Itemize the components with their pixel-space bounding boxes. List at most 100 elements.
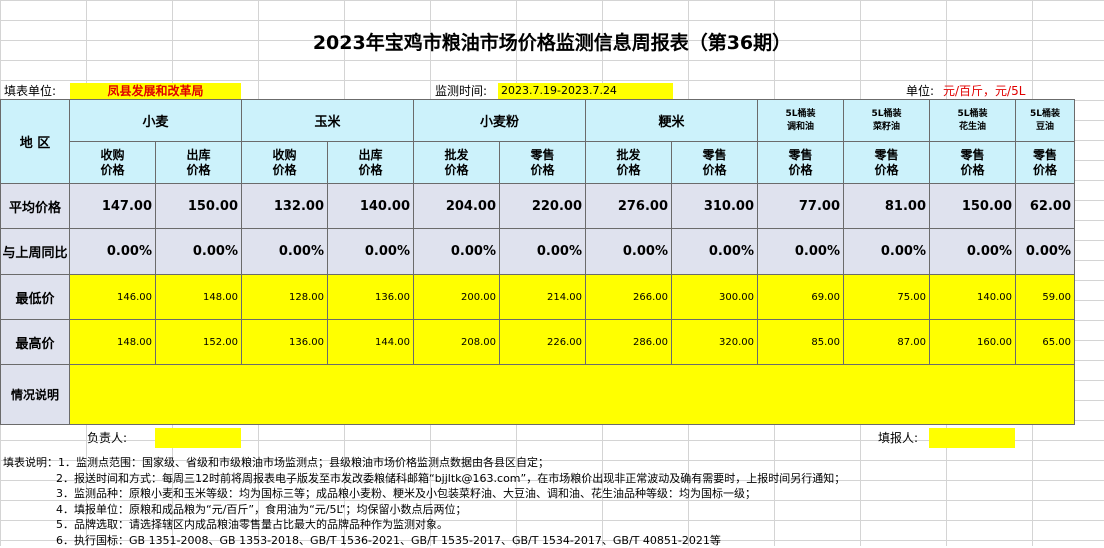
group-header-wheat: 小麦: [70, 100, 242, 142]
period-value[interactable]: 2023.7.19-2023.7.24: [498, 83, 673, 99]
wow-cell[interactable]: 0.00%: [1016, 229, 1075, 275]
unit-label: 填表单位:: [4, 83, 56, 99]
avg-cell[interactable]: 310.00: [672, 184, 758, 229]
avg-cell[interactable]: 147.00: [70, 184, 156, 229]
avg-cell[interactable]: 150.00: [930, 184, 1016, 229]
note-line: 填表说明：1．监测点范围：国家级、省级和市级粮油市场监测点；县级粮油市场价格监测…: [3, 455, 845, 471]
sub-header: 批发价格: [414, 142, 500, 184]
max-cell[interactable]: 144.00: [328, 320, 414, 365]
max-cell[interactable]: 152.00: [156, 320, 242, 365]
group-header-corn: 玉米: [242, 100, 414, 142]
max-price-row: 最高价 148.00 152.00 136.00 144.00 208.00 2…: [1, 320, 1075, 365]
max-cell[interactable]: 136.00: [242, 320, 328, 365]
avg-cell[interactable]: 140.00: [328, 184, 414, 229]
wow-cell[interactable]: 0.00%: [672, 229, 758, 275]
group-header-soybean-oil: 5L桶装豆油: [1016, 100, 1075, 142]
wow-cell[interactable]: 0.00%: [328, 229, 414, 275]
min-cell[interactable]: 146.00: [70, 275, 156, 320]
wow-cell[interactable]: 0.00%: [414, 229, 500, 275]
sub-header: 零售价格: [930, 142, 1016, 184]
note-line: 4．填报单位：原粮和成品粮为“元/百斤”，食用油为“元/5L”；均保留小数点后两…: [3, 502, 845, 518]
min-cell[interactable]: 214.00: [500, 275, 586, 320]
avg-cell[interactable]: 220.00: [500, 184, 586, 229]
row-label-max: 最高价: [1, 320, 70, 365]
max-cell[interactable]: 226.00: [500, 320, 586, 365]
info-cell[interactable]: [70, 365, 1075, 425]
avg-cell[interactable]: 204.00: [414, 184, 500, 229]
wow-cell[interactable]: 0.00%: [156, 229, 242, 275]
min-cell[interactable]: 266.00: [586, 275, 672, 320]
sub-header: 收购价格: [242, 142, 328, 184]
wow-cell[interactable]: 0.00%: [242, 229, 328, 275]
max-cell[interactable]: 160.00: [930, 320, 1016, 365]
max-cell[interactable]: 208.00: [414, 320, 500, 365]
owner-label: 负责人:: [87, 428, 127, 448]
filler-field[interactable]: [929, 428, 1015, 448]
note-line: 5．品牌选取：请选择辖区内成品粮油零售量占比最大的品牌品种作为监测对象。: [3, 517, 845, 533]
max-cell[interactable]: 286.00: [586, 320, 672, 365]
min-cell[interactable]: 148.00: [156, 275, 242, 320]
min-cell[interactable]: 128.00: [242, 275, 328, 320]
period-label: 监测时间:: [435, 83, 487, 99]
info-row: 情况说明: [1, 365, 1075, 425]
max-cell[interactable]: 320.00: [672, 320, 758, 365]
sub-header: 出库价格: [328, 142, 414, 184]
sub-header: 零售价格: [500, 142, 586, 184]
wow-cell[interactable]: 0.00%: [844, 229, 930, 275]
group-header-blend-oil: 5L桶装调和油: [758, 100, 844, 142]
min-cell[interactable]: 300.00: [672, 275, 758, 320]
max-cell[interactable]: 148.00: [70, 320, 156, 365]
avg-cell[interactable]: 276.00: [586, 184, 672, 229]
report-title: 2023年宝鸡市粮油市场价格监测信息周报表（第36期）: [0, 28, 1104, 55]
region-header: 地 区: [1, 100, 70, 184]
group-header-peanut-oil: 5L桶装花生油: [930, 100, 1016, 142]
avg-cell[interactable]: 62.00: [1016, 184, 1075, 229]
header-row-subs: 收购价格 出库价格 收购价格 出库价格 批发价格 零售价格 批发价格 零售价格 …: [1, 142, 1075, 184]
wow-cell[interactable]: 0.00%: [586, 229, 672, 275]
max-cell[interactable]: 65.00: [1016, 320, 1075, 365]
avg-cell[interactable]: 77.00: [758, 184, 844, 229]
min-cell[interactable]: 136.00: [328, 275, 414, 320]
sub-header: 批发价格: [586, 142, 672, 184]
filler-label: 填报人:: [878, 428, 918, 448]
wow-cell[interactable]: 0.00%: [758, 229, 844, 275]
min-cell[interactable]: 69.00: [758, 275, 844, 320]
min-cell[interactable]: 75.00: [844, 275, 930, 320]
sub-header: 零售价格: [1016, 142, 1075, 184]
sub-header: 零售价格: [844, 142, 930, 184]
min-cell[interactable]: 140.00: [930, 275, 1016, 320]
sub-header: 出库价格: [156, 142, 242, 184]
week-compare-row: 与上周同比 0.00% 0.00% 0.00% 0.00% 0.00% 0.00…: [1, 229, 1075, 275]
sub-header: 零售价格: [758, 142, 844, 184]
row-label-min: 最低价: [1, 275, 70, 320]
row-label-info: 情况说明: [1, 365, 70, 425]
owner-field[interactable]: [155, 428, 241, 448]
avg-cell[interactable]: 81.00: [844, 184, 930, 229]
max-cell[interactable]: 85.00: [758, 320, 844, 365]
price-table: 地 区 小麦 玉米 小麦粉 粳米 5L桶装调和油 5L桶装菜籽油 5L桶装花生油…: [0, 99, 1075, 425]
measure-value: 元/百斤，元/5L: [943, 83, 1025, 99]
min-cell[interactable]: 59.00: [1016, 275, 1075, 320]
group-header-rapeseed-oil: 5L桶装菜籽油: [844, 100, 930, 142]
sub-header: 收购价格: [70, 142, 156, 184]
row-label-wow: 与上周同比: [1, 229, 70, 275]
wow-cell[interactable]: 0.00%: [930, 229, 1016, 275]
header-row-groups: 地 区 小麦 玉米 小麦粉 粳米 5L桶装调和油 5L桶装菜籽油 5L桶装花生油…: [1, 100, 1075, 142]
row-label-avg: 平均价格: [1, 184, 70, 229]
avg-price-row: 平均价格 147.00 150.00 132.00 140.00 204.00 …: [1, 184, 1075, 229]
note-line: 3．监测品种：原粮小麦和玉米等级：均为国标三等；成品粮小麦粉、粳米及小包装菜籽油…: [3, 486, 845, 502]
group-header-rice: 粳米: [586, 100, 758, 142]
measure-label: 单位:: [906, 83, 934, 99]
min-cell[interactable]: 200.00: [414, 275, 500, 320]
avg-cell[interactable]: 132.00: [242, 184, 328, 229]
unit-value[interactable]: 凤县发展和改革局: [70, 83, 241, 99]
group-header-flour: 小麦粉: [414, 100, 586, 142]
fill-instructions: 填表说明：1．监测点范围：国家级、省级和市级粮油市场监测点；县级粮油市场价格监测…: [3, 455, 845, 548]
wow-cell[interactable]: 0.00%: [500, 229, 586, 275]
sub-header: 零售价格: [672, 142, 758, 184]
max-cell[interactable]: 87.00: [844, 320, 930, 365]
min-price-row: 最低价 146.00 148.00 128.00 136.00 200.00 2…: [1, 275, 1075, 320]
avg-cell[interactable]: 150.00: [156, 184, 242, 229]
wow-cell[interactable]: 0.00%: [70, 229, 156, 275]
note-line: 2．报送时间和方式：每周三12时前将周报表电子版发至市发改委粮储科邮箱“bjjl…: [3, 471, 845, 487]
